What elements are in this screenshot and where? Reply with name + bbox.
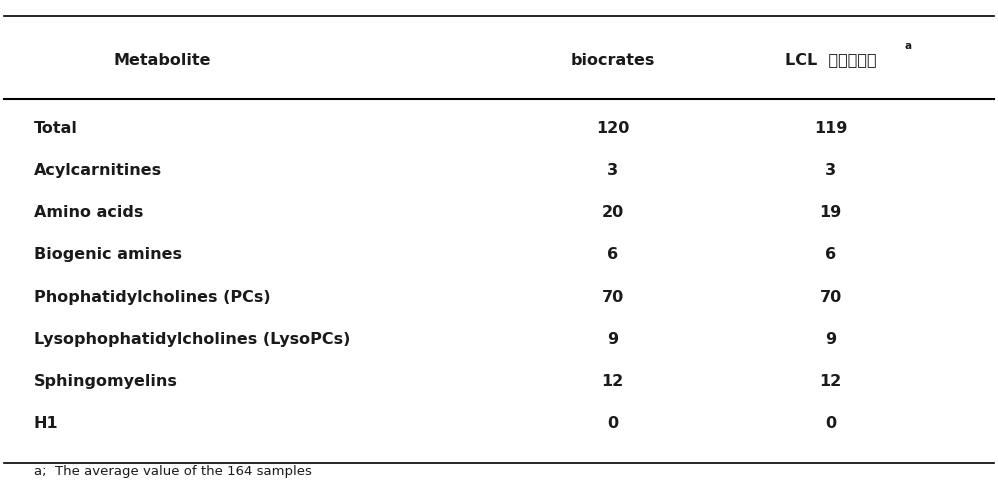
Text: 3: 3 (607, 163, 619, 178)
Text: Metabolite: Metabolite (114, 52, 212, 68)
Text: 70: 70 (602, 289, 624, 304)
Text: 9: 9 (825, 332, 836, 347)
Text: Lysophophatidylcholines (LysoPCs): Lysophophatidylcholines (LysoPCs) (34, 332, 350, 347)
Text: 0: 0 (607, 416, 619, 431)
Text: 9: 9 (607, 332, 619, 347)
Text: a;  The average value of the 164 samples: a; The average value of the 164 samples (34, 465, 311, 478)
Text: 20: 20 (602, 205, 624, 220)
Text: a: a (905, 41, 912, 51)
Text: Biogenic amines: Biogenic amines (34, 247, 182, 262)
Text: biocrates: biocrates (571, 52, 655, 68)
Text: 119: 119 (813, 121, 847, 135)
Text: 3: 3 (825, 163, 836, 178)
Text: 19: 19 (819, 205, 841, 220)
Text: 0: 0 (825, 416, 836, 431)
Text: Sphingomyelins: Sphingomyelins (34, 374, 178, 389)
Text: 6: 6 (825, 247, 836, 262)
Text: 12: 12 (819, 374, 841, 389)
Text: 70: 70 (819, 289, 841, 304)
Text: LCL  대사체분석: LCL 대사체분석 (784, 52, 876, 68)
Text: 120: 120 (596, 121, 630, 135)
Text: Amino acids: Amino acids (34, 205, 144, 220)
Text: Phophatidylcholines (PCs): Phophatidylcholines (PCs) (34, 289, 270, 304)
Text: 6: 6 (607, 247, 619, 262)
Text: 12: 12 (602, 374, 624, 389)
Text: H1: H1 (34, 416, 59, 431)
Text: Acylcarnitines: Acylcarnitines (34, 163, 162, 178)
Text: Total: Total (34, 121, 78, 135)
